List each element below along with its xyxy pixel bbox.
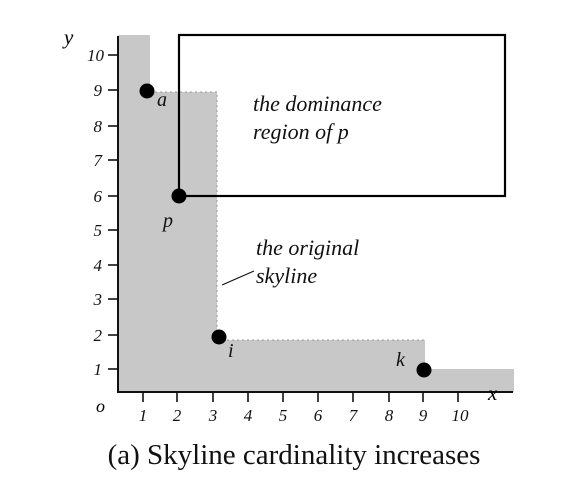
point-label-a: a <box>157 89 167 111</box>
point-k <box>416 362 432 378</box>
x-tick-label: 5 <box>279 406 288 425</box>
y-tick-label: 4 <box>94 256 103 275</box>
x-tick-label: 8 <box>385 406 394 425</box>
y-axis-ticks <box>108 54 118 370</box>
dominance-region-label-line2: region of p <box>253 119 349 144</box>
x-axis-ticks <box>142 392 459 402</box>
x-tick-label: 2 <box>173 406 182 425</box>
y-tick-label: 10 <box>87 46 105 65</box>
x-tick-label: 6 <box>314 406 323 425</box>
y-tick-label: 1 <box>94 360 103 379</box>
y-tick-labels: 1 2 3 4 5 6 7 8 9 10 <box>87 46 105 379</box>
dominance-region-box <box>177 33 507 198</box>
y-tick-label: 5 <box>94 221 103 240</box>
figure-caption: (a) Skyline cardinality increases <box>108 439 481 471</box>
y-tick-label: 9 <box>94 81 103 100</box>
dominance-region-label-line1: the dominance <box>253 91 382 116</box>
skyline-outline <box>150 91 425 341</box>
point-label-p: p <box>161 210 173 232</box>
original-skyline-label-line2: skyline <box>256 263 317 288</box>
y-tick-label: 3 <box>93 290 103 309</box>
x-tick-label: 7 <box>349 406 359 425</box>
x-tick-label: 3 <box>208 406 218 425</box>
point-label-k: k <box>396 349 406 371</box>
x-tick-label: 10 <box>452 406 470 425</box>
skyline-leader-line <box>221 270 255 286</box>
x-tick-label: 4 <box>244 406 253 425</box>
x-axis-label: x <box>487 381 498 405</box>
y-axis-label: y <box>62 25 74 49</box>
point-a <box>139 83 155 99</box>
y-tick-label: 7 <box>94 151 104 170</box>
point-label-i: i <box>228 340 234 362</box>
origin-label: o <box>96 396 105 416</box>
x-tick-labels: 1 2 3 4 5 6 7 8 9 10 <box>139 406 469 425</box>
y-tick-label: 2 <box>94 326 103 345</box>
x-tick-label: 9 <box>419 406 428 425</box>
y-tick-label: 8 <box>94 117 103 136</box>
x-tick-label: 1 <box>139 406 148 425</box>
y-tick-label: 6 <box>94 187 103 206</box>
point-i <box>211 329 227 345</box>
point-p <box>171 188 187 204</box>
original-skyline-label-line1: the original <box>256 235 359 260</box>
original-skyline-region <box>118 35 514 392</box>
